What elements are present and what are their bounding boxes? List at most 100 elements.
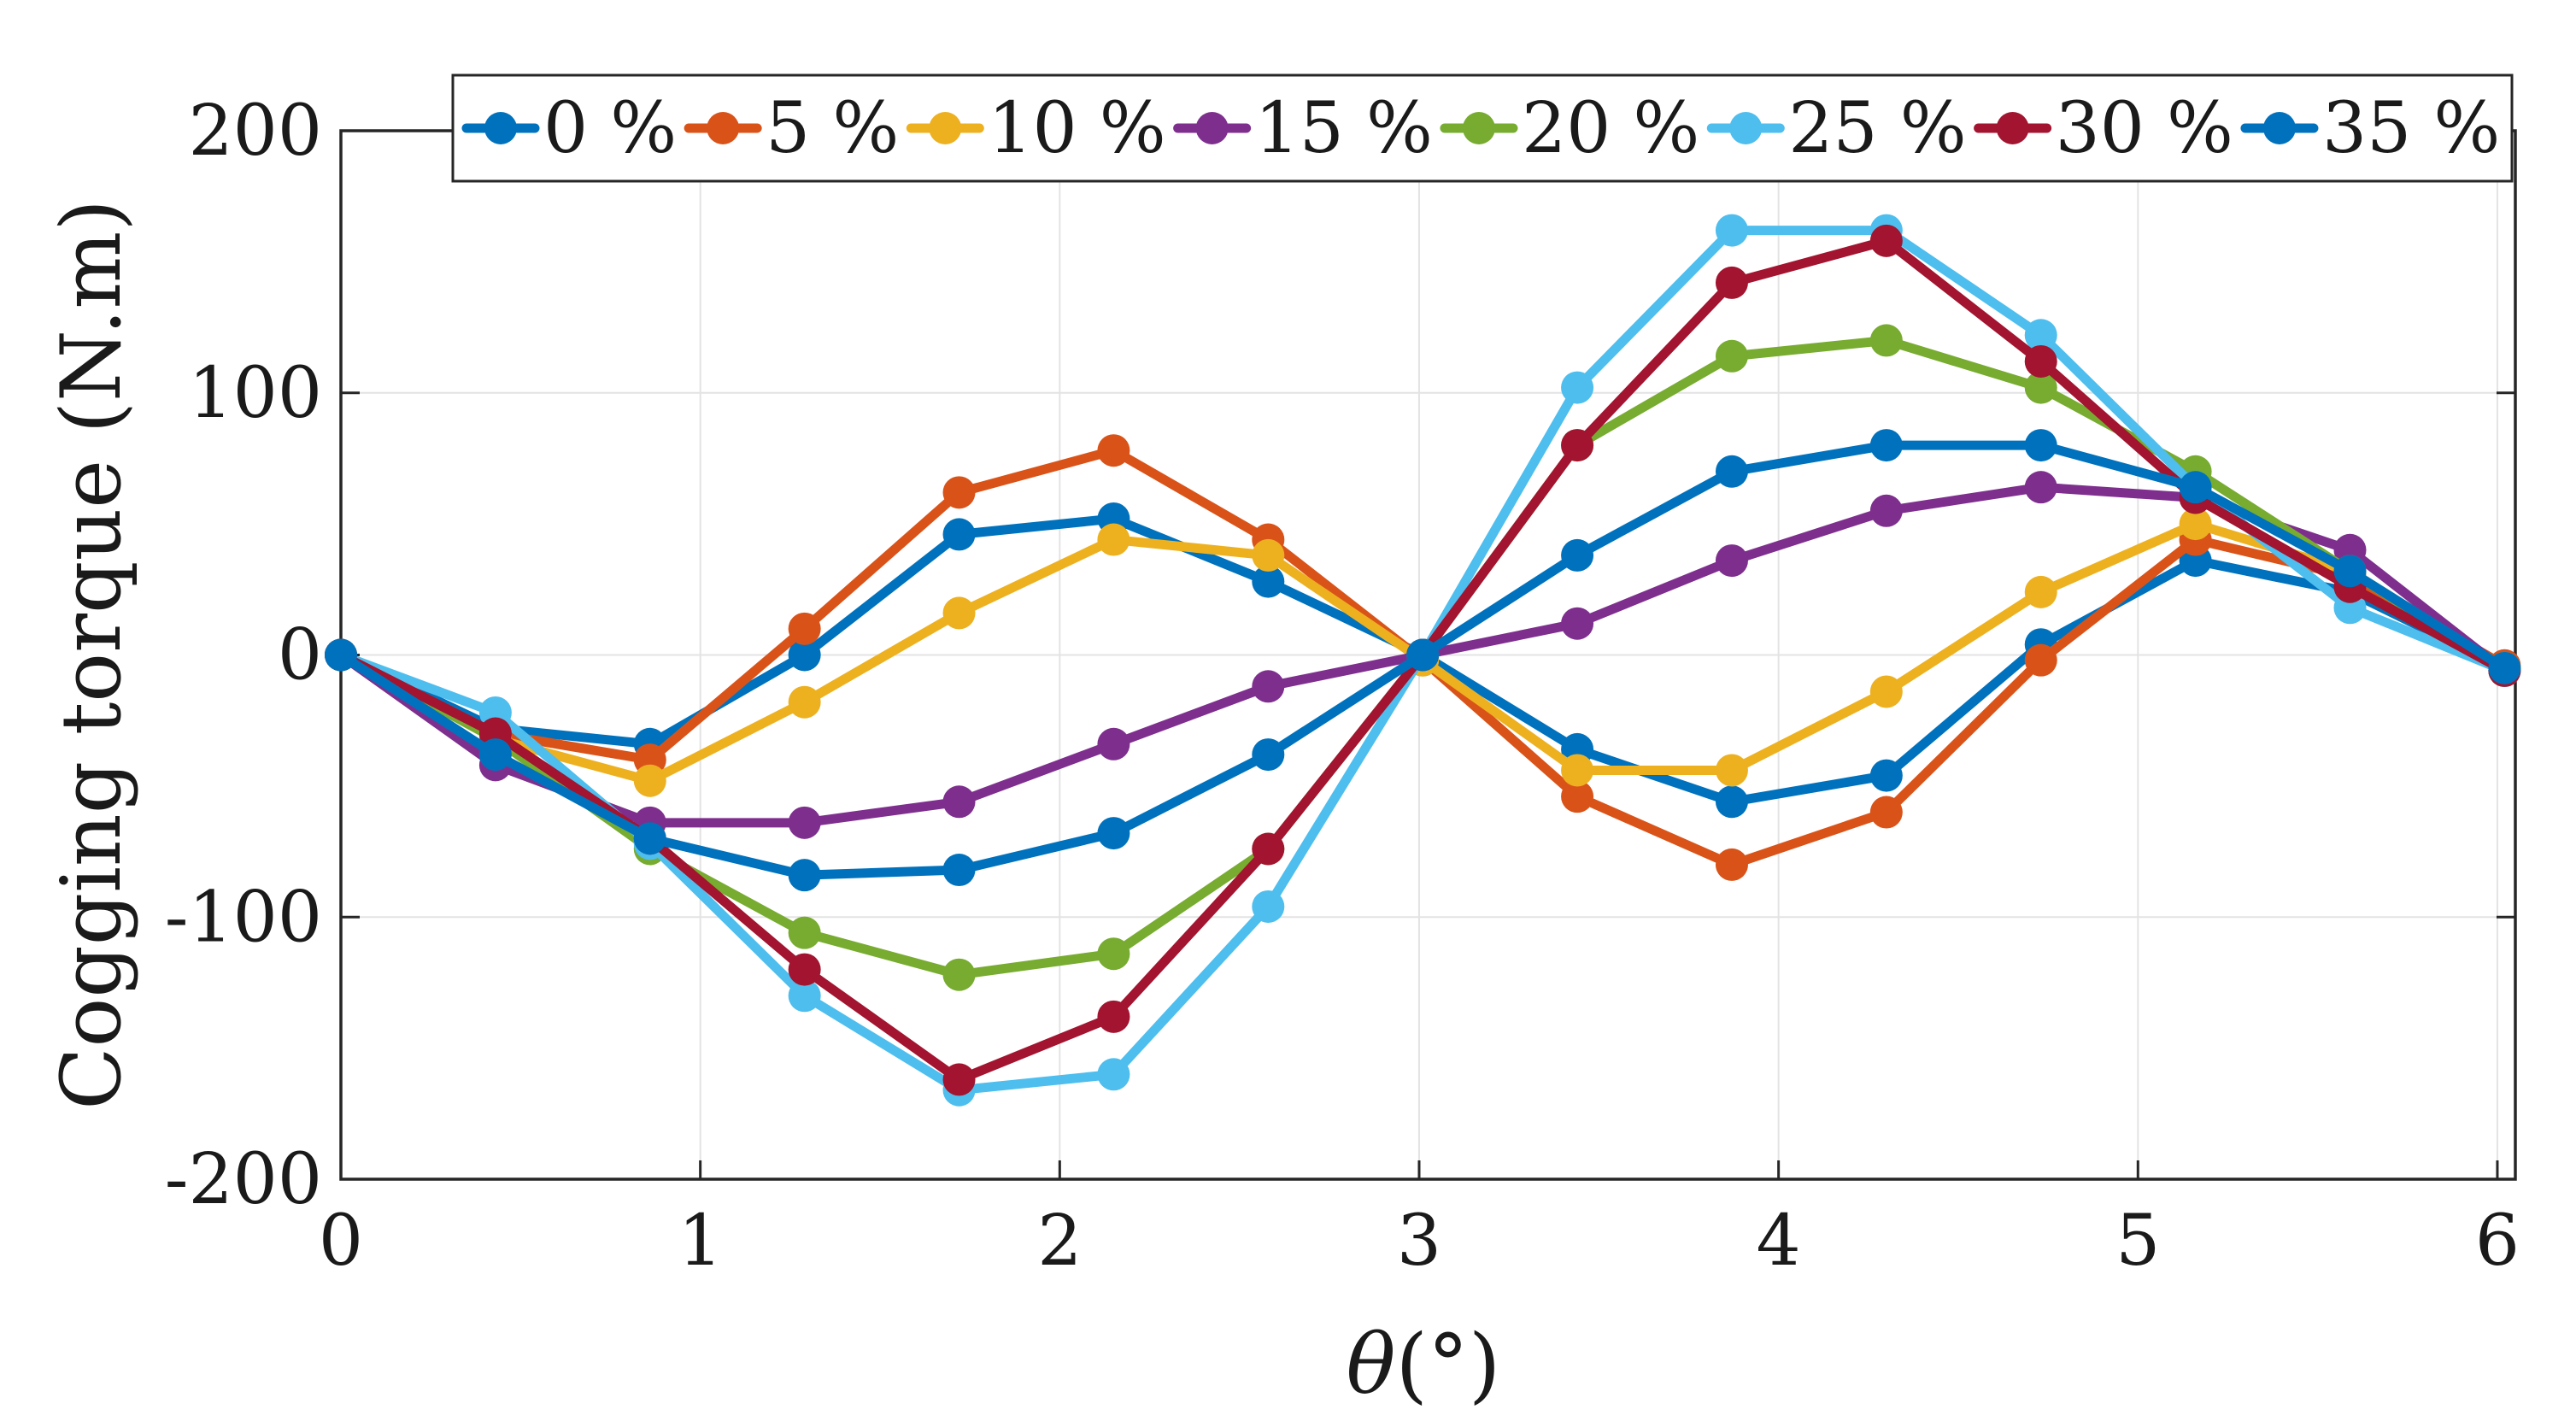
data-point — [1097, 1000, 1130, 1033]
data-series — [325, 214, 2521, 1107]
legend-item: 15 % — [1173, 88, 1433, 169]
data-point — [942, 1063, 976, 1096]
data-point — [1097, 937, 1130, 971]
legend-marker-swatch — [1195, 112, 1229, 144]
data-point — [1869, 324, 1903, 357]
x-tick-label: 4 — [1757, 1201, 1801, 1282]
data-point — [788, 916, 821, 949]
legend-label: 30 % — [2056, 88, 2233, 169]
data-point — [1561, 538, 1594, 572]
x-tick-label: 0 — [319, 1201, 363, 1282]
legend-item: 25 % — [1706, 88, 1967, 169]
data-point — [478, 738, 512, 772]
data-point — [1869, 759, 1903, 792]
data-point — [942, 476, 976, 509]
legend-marker-swatch — [929, 112, 962, 144]
x-tick-label: 1 — [678, 1201, 723, 1282]
legend-marker-swatch — [2262, 112, 2296, 144]
data-point — [1252, 538, 1285, 572]
data-point — [942, 518, 976, 551]
data-point — [788, 638, 821, 672]
data-point — [2179, 508, 2212, 541]
data-point — [942, 785, 976, 819]
legend: 0 % 5 % 10 % 15 % 20 % 25 % 30 % 35 % — [451, 73, 2514, 183]
legend-item: 20 % — [1440, 88, 1699, 169]
data-point — [788, 685, 821, 719]
data-point — [1097, 523, 1130, 556]
y-tick-labels: -200 -100 0 100 200 — [165, 91, 322, 1220]
legend-item: 0 % — [461, 88, 677, 169]
x-tick-labels: 0 1 2 3 4 5 6 — [319, 1201, 2520, 1282]
x-tick-label: 3 — [1397, 1201, 1441, 1282]
data-point — [1715, 455, 1748, 488]
y-tick-label: 0 — [278, 615, 322, 696]
data-point — [2024, 371, 2057, 404]
data-point — [942, 596, 976, 630]
legend-marker-swatch — [1996, 112, 2029, 144]
legend-item: 30 % — [1974, 88, 2233, 169]
data-point — [1869, 675, 1903, 708]
data-point — [633, 822, 666, 855]
data-point — [788, 806, 821, 839]
x-axis-title: θ(°) — [1347, 1317, 1501, 1412]
data-point — [942, 854, 976, 887]
data-point — [1252, 832, 1285, 866]
data-point — [2179, 471, 2212, 504]
data-point — [1869, 796, 1903, 829]
y-tick-label: 100 — [188, 353, 322, 434]
x-axis-title-unit: (°) — [1395, 1317, 1500, 1412]
data-point — [2024, 344, 2057, 378]
data-point — [1097, 434, 1130, 467]
data-point — [1869, 224, 1903, 257]
legend-label: 15 % — [1255, 88, 1433, 169]
data-point — [325, 638, 357, 672]
data-point — [2024, 429, 2057, 462]
legend-item: 5 % — [684, 88, 899, 169]
legend-label: 0 % — [543, 88, 677, 169]
data-point — [1715, 754, 1748, 787]
y-tick-label: -100 — [165, 877, 322, 958]
data-point — [788, 953, 821, 986]
data-point — [1715, 544, 1748, 578]
data-point — [788, 979, 821, 1013]
data-point — [2024, 643, 2057, 677]
legend-label: 5 % — [766, 88, 899, 169]
y-tick-label: -200 — [165, 1139, 322, 1220]
data-point — [1561, 780, 1594, 813]
legend-label: 20 % — [1522, 88, 1699, 169]
data-point — [2333, 555, 2367, 588]
legend-marker-swatch — [707, 112, 740, 144]
data-point — [1252, 670, 1285, 703]
x-tick-label: 2 — [1037, 1201, 1082, 1282]
data-point — [1561, 754, 1594, 787]
x-tick-label: 5 — [2115, 1201, 2160, 1282]
data-point — [1406, 638, 1440, 672]
legend-label: 10 % — [988, 88, 1165, 169]
y-tick-label: 200 — [188, 91, 322, 172]
legend-marker-swatch — [1462, 112, 1495, 144]
data-point — [1561, 429, 1594, 462]
data-point — [2488, 651, 2521, 684]
data-point — [1715, 848, 1748, 881]
x-tick-label: 6 — [2475, 1201, 2520, 1282]
legend-item: 10 % — [906, 88, 1166, 169]
data-point — [1252, 565, 1285, 598]
data-point — [2024, 319, 2057, 352]
y-axis-title: Cogging torque (N.m) — [44, 199, 139, 1110]
series-35-percent — [325, 429, 2521, 892]
data-point — [1715, 266, 1748, 299]
data-point — [1715, 339, 1748, 373]
data-point — [1869, 494, 1903, 527]
data-point — [1715, 785, 1748, 819]
data-point — [1869, 429, 1903, 462]
data-point — [1715, 214, 1748, 247]
data-point — [1561, 607, 1594, 640]
x-axis-title-symbol: θ — [1347, 1317, 1396, 1412]
data-point — [1097, 1058, 1130, 1091]
data-point — [1252, 890, 1285, 923]
data-point — [942, 958, 976, 991]
legend-item: 35 % — [2240, 88, 2500, 169]
data-point — [1561, 371, 1594, 404]
